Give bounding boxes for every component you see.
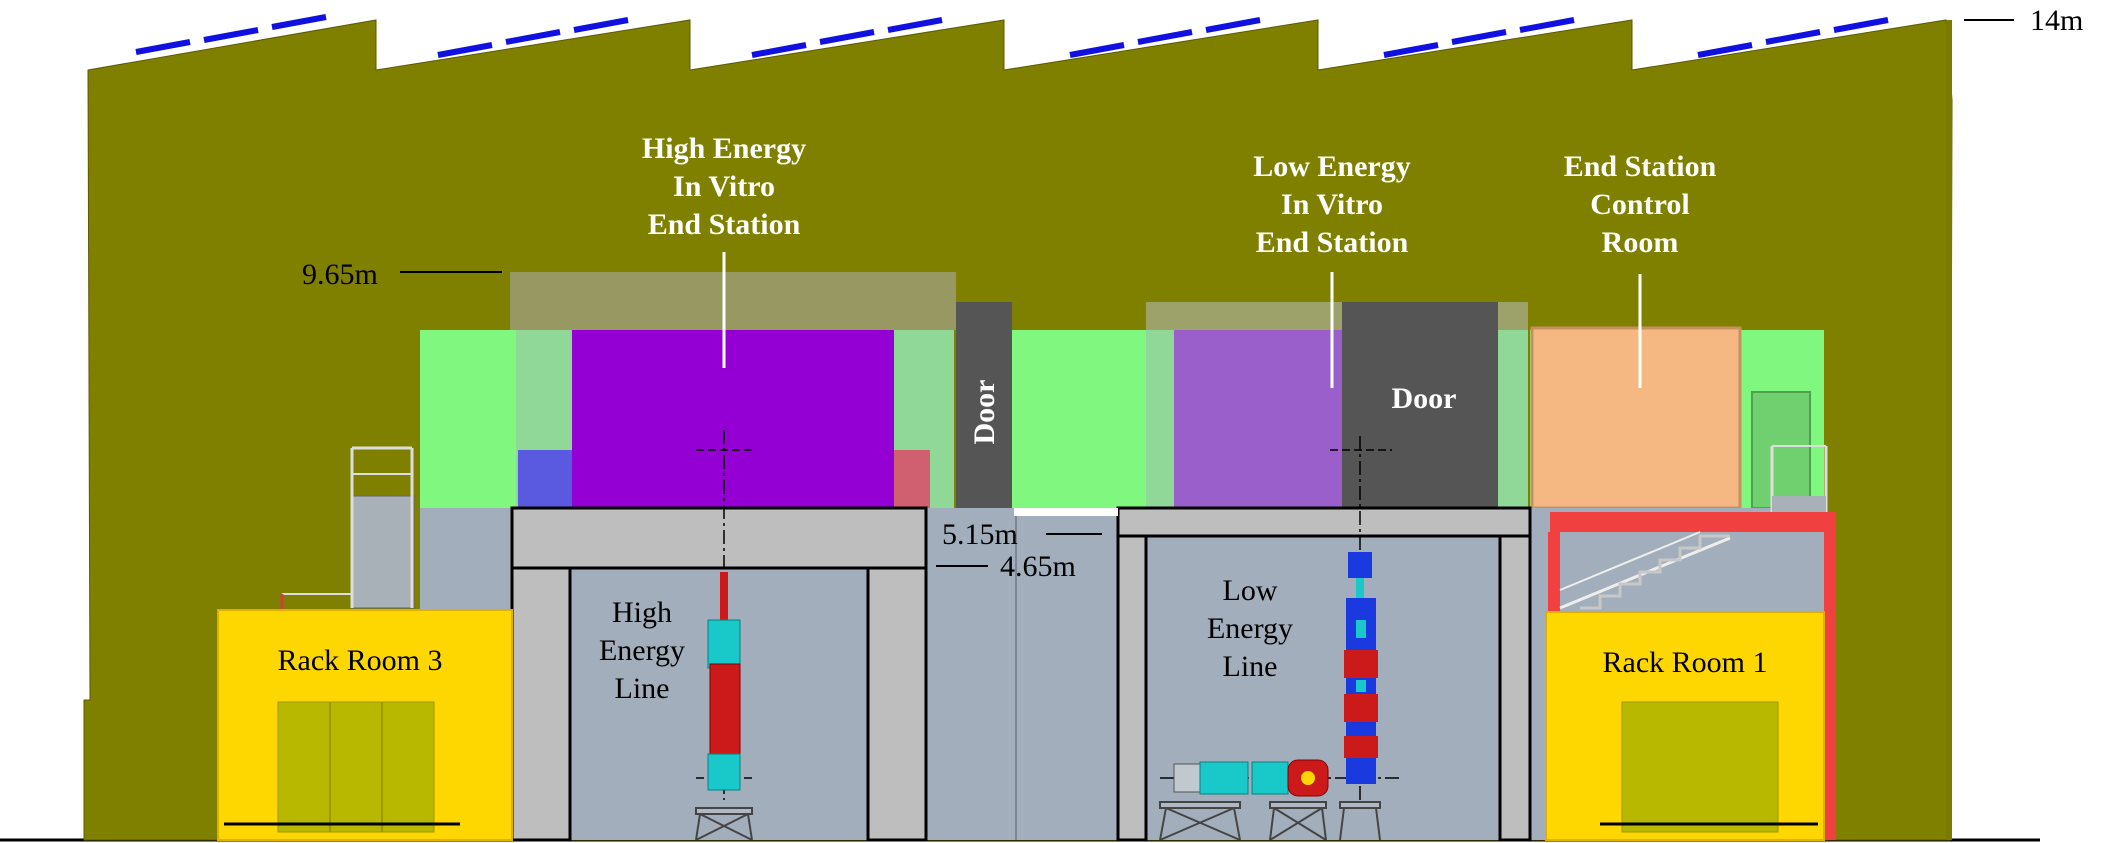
low-energy-room	[1174, 330, 1342, 508]
dim-14m: 14m	[2030, 4, 2083, 37]
shield-slab-high	[510, 272, 956, 330]
he-magnet-red	[709, 663, 741, 757]
le-magnet-red-3	[1344, 736, 1378, 758]
control-room-door	[1751, 391, 1811, 509]
beam-hall-left	[420, 508, 512, 610]
svg-text:In Vitro: In Vitro	[673, 170, 775, 203]
high-energy-room	[572, 330, 894, 508]
control-room-label: End Station Control Room	[1564, 150, 1717, 259]
dim-9-65m: 9.65m	[302, 258, 378, 291]
green-level-left	[420, 330, 516, 508]
svg-text:High Energy: High Energy	[642, 132, 806, 165]
svg-text:Low: Low	[1223, 574, 1278, 607]
high-energy-blue-block	[518, 450, 572, 508]
high-energy-line-label: High Energy Line	[599, 596, 685, 705]
rack-room-3: Rack Room 3	[217, 609, 513, 841]
he-magnet-cyan-bottom	[707, 753, 741, 791]
he-magnet-cyan-top	[707, 619, 741, 669]
green-level-right	[1496, 330, 1528, 508]
dim-4-65m: 4.65m	[1000, 550, 1076, 583]
le-shield-wall-left	[1116, 534, 1148, 842]
svg-text:End Station: End Station	[1564, 150, 1717, 183]
he-shield-wall-left	[510, 566, 572, 842]
door-horizontal	[1342, 302, 1498, 508]
high-energy-red-block	[894, 450, 930, 508]
rack-room-3-label: Rack Room 3	[278, 644, 443, 677]
low-energy-line-label: Low Energy Line	[1207, 574, 1293, 683]
he-shield-roof	[510, 506, 928, 570]
door-vertical-label: Door	[968, 380, 1001, 445]
svg-text:End Station: End Station	[648, 208, 801, 241]
door-horizontal-label: Door	[1392, 382, 1457, 415]
svg-text:Low Energy: Low Energy	[1253, 150, 1411, 183]
rack-room-1: Rack Room 1	[1545, 611, 1825, 841]
low-energy-station-label: Low Energy In Vitro End Station	[1253, 150, 1411, 259]
svg-text:End Station: End Station	[1256, 226, 1409, 259]
control-room	[1530, 326, 1742, 510]
svg-text:Line: Line	[1223, 650, 1278, 683]
high-energy-station-label: High Energy In Vitro End Station	[642, 132, 806, 241]
svg-text:Room: Room	[1602, 226, 1679, 259]
le-shield-wall-right	[1498, 534, 1532, 842]
svg-text:In Vitro: In Vitro	[1281, 188, 1383, 221]
green-level-mid2	[1146, 330, 1174, 508]
hall-gap	[1014, 508, 1118, 516]
high-energy-beamline	[696, 430, 752, 800]
building-side-right	[1946, 20, 1952, 840]
svg-text:Control: Control	[1590, 188, 1689, 221]
svg-text:High: High	[612, 596, 672, 629]
svg-text:Energy: Energy	[599, 634, 685, 667]
le-shield-roof	[1116, 506, 1532, 538]
le-horizontal-cyan-1	[1199, 761, 1249, 795]
door-vertical	[956, 302, 1012, 508]
le-magnet-blue-top	[1348, 552, 1372, 578]
le-horizontal-cyan-2	[1251, 761, 1289, 795]
le-horizontal-gray	[1173, 763, 1201, 793]
le-magnet-red-1	[1344, 650, 1378, 678]
le-magnet-red-2	[1344, 694, 1378, 722]
svg-text:Energy: Energy	[1207, 612, 1293, 645]
solar-panels	[135, 14, 1889, 58]
green-level-center	[1012, 330, 1146, 508]
svg-text:Line: Line	[615, 672, 670, 705]
dim-5-15m: 5.15m	[942, 518, 1018, 551]
low-energy-beamline	[1160, 436, 1400, 808]
rack-room-1-label: Rack Room 1	[1603, 646, 1768, 679]
he-shield-wall-right	[866, 566, 928, 842]
left-stairs	[280, 446, 415, 610]
